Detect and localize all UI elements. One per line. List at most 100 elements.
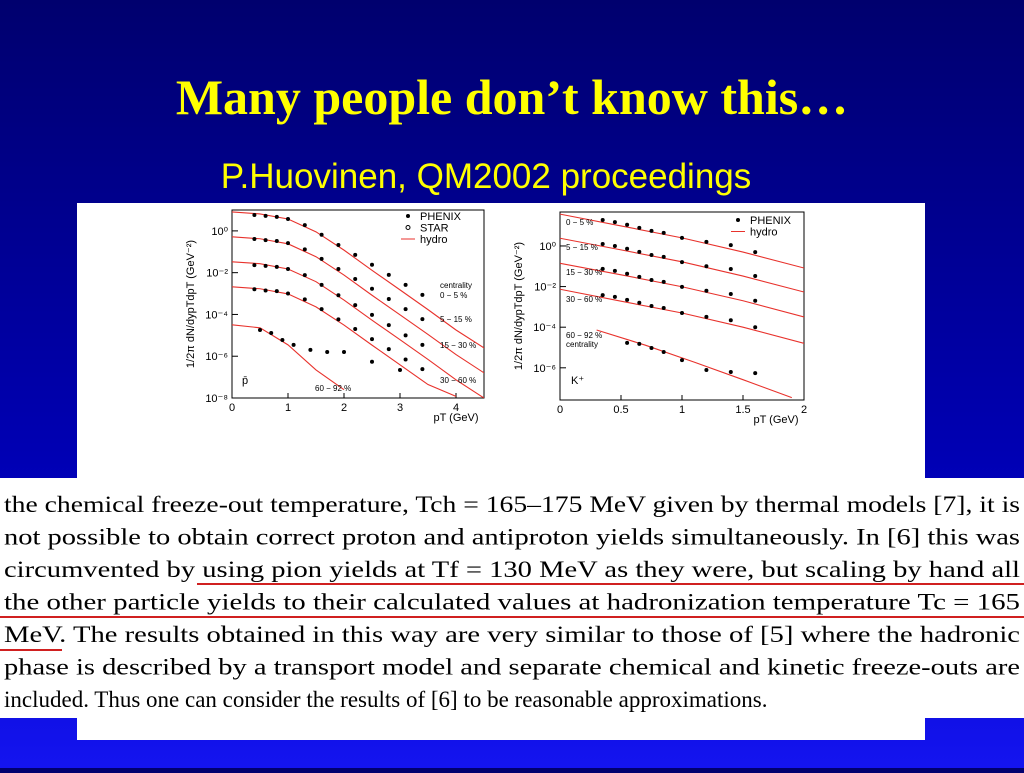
hydro-curve (232, 286, 457, 397)
hydro-curve (232, 211, 484, 349)
data-point (704, 239, 709, 244)
data-point (680, 284, 684, 289)
data-point (336, 243, 341, 248)
data-point (336, 293, 341, 298)
data-point (600, 217, 605, 222)
excerpt-line: included. Thus one can consider the resu… (4, 687, 767, 712)
data-point (353, 276, 358, 281)
data-point (263, 238, 268, 243)
data-point (649, 278, 654, 283)
data-point (302, 273, 307, 278)
data-point (680, 235, 684, 240)
data-point (625, 246, 630, 251)
x-tick-label: 1 (679, 404, 685, 416)
data-point (625, 297, 630, 302)
centrality-label: 15 − 30 % (566, 268, 602, 277)
data-point (753, 274, 758, 279)
centrality-label: 5 − 15 % (440, 315, 472, 324)
data-point (661, 279, 666, 284)
data-point (403, 282, 408, 287)
particle-label: p̄ (242, 375, 248, 387)
data-point (612, 220, 617, 225)
data-point (370, 359, 374, 364)
x-tick-label: 0 (557, 404, 563, 416)
data-point (386, 323, 391, 328)
data-point (386, 296, 391, 301)
data-point (398, 367, 402, 372)
data-point (420, 292, 425, 297)
data-point (661, 254, 666, 259)
centrality-label: 0 − 5 % (566, 218, 593, 227)
data-point (319, 282, 324, 287)
data-point (302, 297, 307, 302)
data-point (649, 228, 654, 233)
data-point (612, 294, 617, 299)
data-point (370, 262, 374, 267)
data-point (661, 306, 666, 311)
data-point (625, 271, 630, 276)
data-point (319, 232, 324, 237)
y-tick-label: 10⁻⁶ (205, 351, 228, 363)
data-point (403, 333, 408, 338)
hydro-curve (232, 324, 345, 391)
x-tick-label: 2 (341, 402, 347, 414)
legend-label: hydro (750, 227, 778, 239)
data-point (420, 342, 425, 347)
hydro-curve (232, 236, 484, 374)
excerpt-line: circumvented by using pion yields at Tf … (4, 557, 1020, 582)
data-point (302, 223, 307, 228)
data-point (612, 268, 617, 273)
data-point (274, 238, 279, 243)
plot-frame (231, 209, 485, 399)
data-point (336, 266, 341, 271)
data-point (728, 370, 733, 375)
data-point (637, 274, 642, 279)
hydro-curve (232, 261, 484, 398)
particle-label: K⁺ (571, 375, 584, 387)
data-point (637, 341, 642, 346)
centrality-label: 30 − 60 % (566, 295, 602, 304)
data-point (403, 357, 408, 362)
data-point (291, 342, 296, 347)
data-point (680, 358, 684, 363)
legend-label: hydro (420, 234, 448, 246)
centrality-label: 15 − 30 % (440, 341, 476, 350)
data-point (274, 214, 279, 219)
y-tick-label: 10⁻² (534, 282, 556, 294)
data-point (649, 252, 654, 257)
data-point (728, 318, 733, 323)
x-axis-label: pT (GeV) (433, 412, 478, 424)
excerpt-line: phase is described by a transport model … (4, 655, 1020, 680)
data-point (625, 222, 630, 227)
data-point (612, 243, 617, 248)
legend-marker (405, 225, 411, 230)
centrality-label: 30 − 60 % (440, 376, 476, 385)
centrality-annotation: centrality (440, 281, 472, 290)
data-point (286, 241, 290, 246)
centrality-annotation: centrality (566, 340, 598, 349)
data-point (252, 287, 257, 292)
legend-marker (406, 214, 410, 218)
x-tick-label: 1 (285, 402, 291, 414)
data-point (420, 317, 425, 322)
slide-subtitle: P.Huovinen, QM2002 proceedings (221, 157, 752, 196)
data-point (661, 350, 666, 355)
data-point (252, 236, 257, 241)
centrality-label: 0 − 5 % (440, 291, 467, 300)
data-point (286, 217, 290, 222)
y-tick-label: 10⁻⁴ (205, 309, 228, 321)
x-tick-label: 2 (801, 404, 807, 416)
data-point (263, 213, 268, 218)
x-tick-label: 3 (397, 402, 403, 414)
data-point (370, 337, 374, 342)
data-point (728, 243, 733, 248)
data-point (649, 345, 654, 350)
data-point (325, 349, 330, 354)
data-point (269, 330, 274, 335)
data-point (353, 252, 358, 257)
data-point (319, 307, 324, 312)
data-point (308, 347, 313, 352)
data-point (252, 263, 257, 268)
excerpt-line: MeV. The results obtained in this way ar… (4, 622, 1020, 647)
data-point (336, 317, 341, 322)
